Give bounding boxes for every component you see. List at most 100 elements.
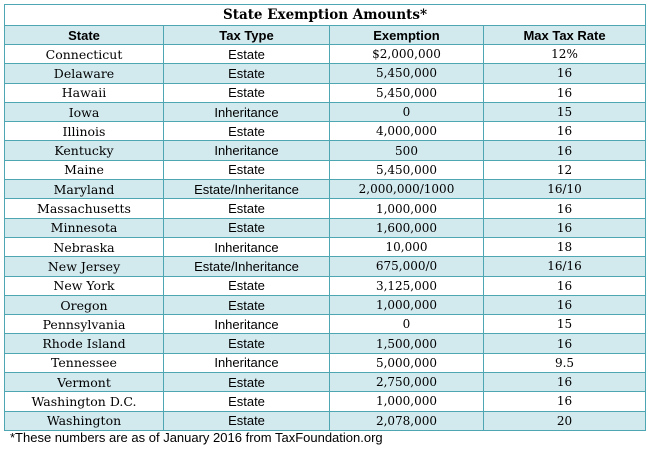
cell-tax-type: Estate bbox=[163, 275, 330, 296]
header-row: State Tax Type Exemption Max Tax Rate bbox=[4, 25, 647, 45]
cell-max-tax-rate: 16 bbox=[482, 391, 647, 412]
cell-exemption: 1,000,000 bbox=[329, 391, 484, 412]
cell-state: Hawaii bbox=[4, 82, 164, 103]
cell-tax-type: Estate bbox=[163, 159, 330, 181]
cell-max-tax-rate: 20 bbox=[482, 410, 647, 431]
cell-tax-type: Estate bbox=[163, 121, 330, 142]
cell-exemption: 5,450,000 bbox=[329, 63, 484, 84]
cell-tax-type: Estate bbox=[163, 294, 330, 316]
table-row: Delaware Estate 5,450,000 16 bbox=[4, 63, 647, 84]
cell-tax-type: Estate bbox=[163, 333, 330, 354]
cell-tax-type: Estate bbox=[163, 372, 330, 393]
table-row: Washington Estate 2,078,000 20 bbox=[4, 410, 647, 431]
cell-max-tax-rate: 9.5 bbox=[482, 352, 647, 374]
cell-exemption: 2,000,000/1000 bbox=[329, 179, 484, 200]
cell-max-tax-rate: 16 bbox=[482, 121, 647, 142]
cell-max-tax-rate: 16 bbox=[482, 140, 647, 161]
table-row: Vermont Estate 2,750,000 16 bbox=[4, 372, 647, 393]
cell-state: Tennessee bbox=[4, 352, 164, 374]
column-header-state: State bbox=[4, 25, 164, 45]
cell-max-tax-rate: 15 bbox=[482, 101, 647, 123]
cell-state: Nebraska bbox=[4, 236, 164, 258]
cell-max-tax-rate: 16 bbox=[482, 275, 647, 296]
cell-tax-type: Estate bbox=[163, 217, 330, 238]
cell-max-tax-rate: 12 bbox=[482, 159, 647, 181]
cell-max-tax-rate: 16 bbox=[482, 198, 647, 219]
cell-exemption: 0 bbox=[329, 314, 484, 335]
table-row: Oregon Estate 1,000,000 16 bbox=[4, 294, 647, 316]
table-row: Maryland Estate/Inheritance 2,000,000/1000… bbox=[4, 179, 647, 200]
cell-state: Connecticut bbox=[4, 43, 164, 65]
column-header-exemption: Exemption bbox=[329, 25, 484, 45]
cell-max-tax-rate: 16/10 bbox=[482, 179, 647, 200]
table-row: New York Estate 3,125,000 16 bbox=[4, 275, 647, 296]
cell-max-tax-rate: 16 bbox=[482, 63, 647, 84]
cell-exemption: 5,000,000 bbox=[329, 352, 484, 374]
cell-max-tax-rate: 15 bbox=[482, 314, 647, 335]
cell-tax-type: Estate bbox=[163, 63, 330, 84]
cell-state: Maine bbox=[4, 159, 164, 181]
cell-exemption: 0 bbox=[329, 101, 484, 123]
table-row: Illinois Estate 4,000,000 16 bbox=[4, 121, 647, 142]
cell-state: Washington D.C. bbox=[4, 391, 164, 412]
cell-max-tax-rate: 18 bbox=[482, 236, 647, 258]
cell-exemption: 3,125,000 bbox=[329, 275, 484, 296]
cell-tax-type: Inheritance bbox=[163, 352, 330, 374]
table-row: New Jersey Estate/Inheritance 675,000/0 16/… bbox=[4, 256, 647, 277]
cell-state: Illinois bbox=[4, 121, 164, 142]
cell-exemption: 10,000 bbox=[329, 236, 484, 258]
cell-exemption: 2,078,000 bbox=[329, 410, 484, 431]
table-row: Maine Estate 5,450,000 12 bbox=[4, 159, 647, 181]
cell-exemption: 1,500,000 bbox=[329, 333, 484, 354]
cell-tax-type: Estate bbox=[163, 410, 330, 431]
cell-state: Oregon bbox=[4, 294, 164, 316]
cell-exemption: 1,000,000 bbox=[329, 294, 484, 316]
exemption-table-container: State Exemption Amounts* State Tax Type … bbox=[3, 4, 647, 431]
table-title: State Exemption Amounts* bbox=[3, 4, 647, 26]
cell-state: New York bbox=[4, 275, 164, 296]
cell-state: Vermont bbox=[4, 372, 164, 393]
table-row: Rhode Island Estate 1,500,000 16 bbox=[4, 333, 647, 354]
cell-tax-type: Estate/Inheritance bbox=[163, 179, 330, 200]
footnote: *These numbers are as of January 2016 fr… bbox=[10, 430, 383, 445]
cell-state: New Jersey bbox=[4, 256, 164, 277]
column-header-max-tax-rate: Max Tax Rate bbox=[482, 25, 647, 45]
cell-exemption: 2,750,000 bbox=[329, 372, 484, 393]
cell-state: Rhode Island bbox=[4, 333, 164, 354]
cell-tax-type: Estate bbox=[163, 82, 330, 103]
cell-tax-type: Estate/Inheritance bbox=[163, 256, 330, 277]
cell-max-tax-rate: 16/16 bbox=[482, 256, 647, 277]
table-row: Pennsylvania Inheritance 0 15 bbox=[4, 314, 647, 335]
cell-exemption: 4,000,000 bbox=[329, 121, 484, 142]
cell-exemption: 1,600,000 bbox=[329, 217, 484, 238]
column-header-tax-type: Tax Type bbox=[163, 25, 330, 45]
cell-exemption: 500 bbox=[329, 140, 484, 161]
cell-state: Kentucky bbox=[4, 140, 164, 161]
cell-state: Pennsylvania bbox=[4, 314, 164, 335]
table-row: Nebraska Inheritance 10,000 18 bbox=[4, 236, 647, 258]
cell-state: Washington bbox=[4, 410, 164, 431]
cell-tax-type: Inheritance bbox=[163, 101, 330, 123]
cell-exemption: 5,450,000 bbox=[329, 82, 484, 103]
table-row: Tennessee Inheritance 5,000,000 9.5 bbox=[4, 352, 647, 374]
cell-tax-type: Estate bbox=[163, 198, 330, 219]
cell-max-tax-rate: 16 bbox=[482, 217, 647, 238]
table-row: Connecticut Estate $2,000,000 12% bbox=[4, 43, 647, 65]
cell-exemption: 1,000,000 bbox=[329, 198, 484, 219]
cell-tax-type: Inheritance bbox=[163, 140, 330, 161]
cell-exemption: 5,450,000 bbox=[329, 159, 484, 181]
state-exemption-table: State Exemption Amounts* State Tax Type … bbox=[3, 4, 647, 431]
cell-exemption: 675,000/0 bbox=[329, 256, 484, 277]
table-row: Kentucky Inheritance 500 16 bbox=[4, 140, 647, 161]
table-row: Minnesota Estate 1,600,000 16 bbox=[4, 217, 647, 238]
title-row: State Exemption Amounts* bbox=[3, 4, 647, 26]
cell-exemption: $2,000,000 bbox=[329, 43, 484, 65]
cell-tax-type: Estate bbox=[163, 391, 330, 412]
cell-state: Delaware bbox=[4, 63, 164, 84]
cell-max-tax-rate: 16 bbox=[482, 294, 647, 316]
cell-state: Maryland bbox=[4, 179, 164, 200]
cell-state: Iowa bbox=[4, 101, 164, 123]
table-row: Massachusetts Estate 1,000,000 16 bbox=[4, 198, 647, 219]
cell-tax-type: Inheritance bbox=[163, 236, 330, 258]
cell-max-tax-rate: 16 bbox=[482, 333, 647, 354]
